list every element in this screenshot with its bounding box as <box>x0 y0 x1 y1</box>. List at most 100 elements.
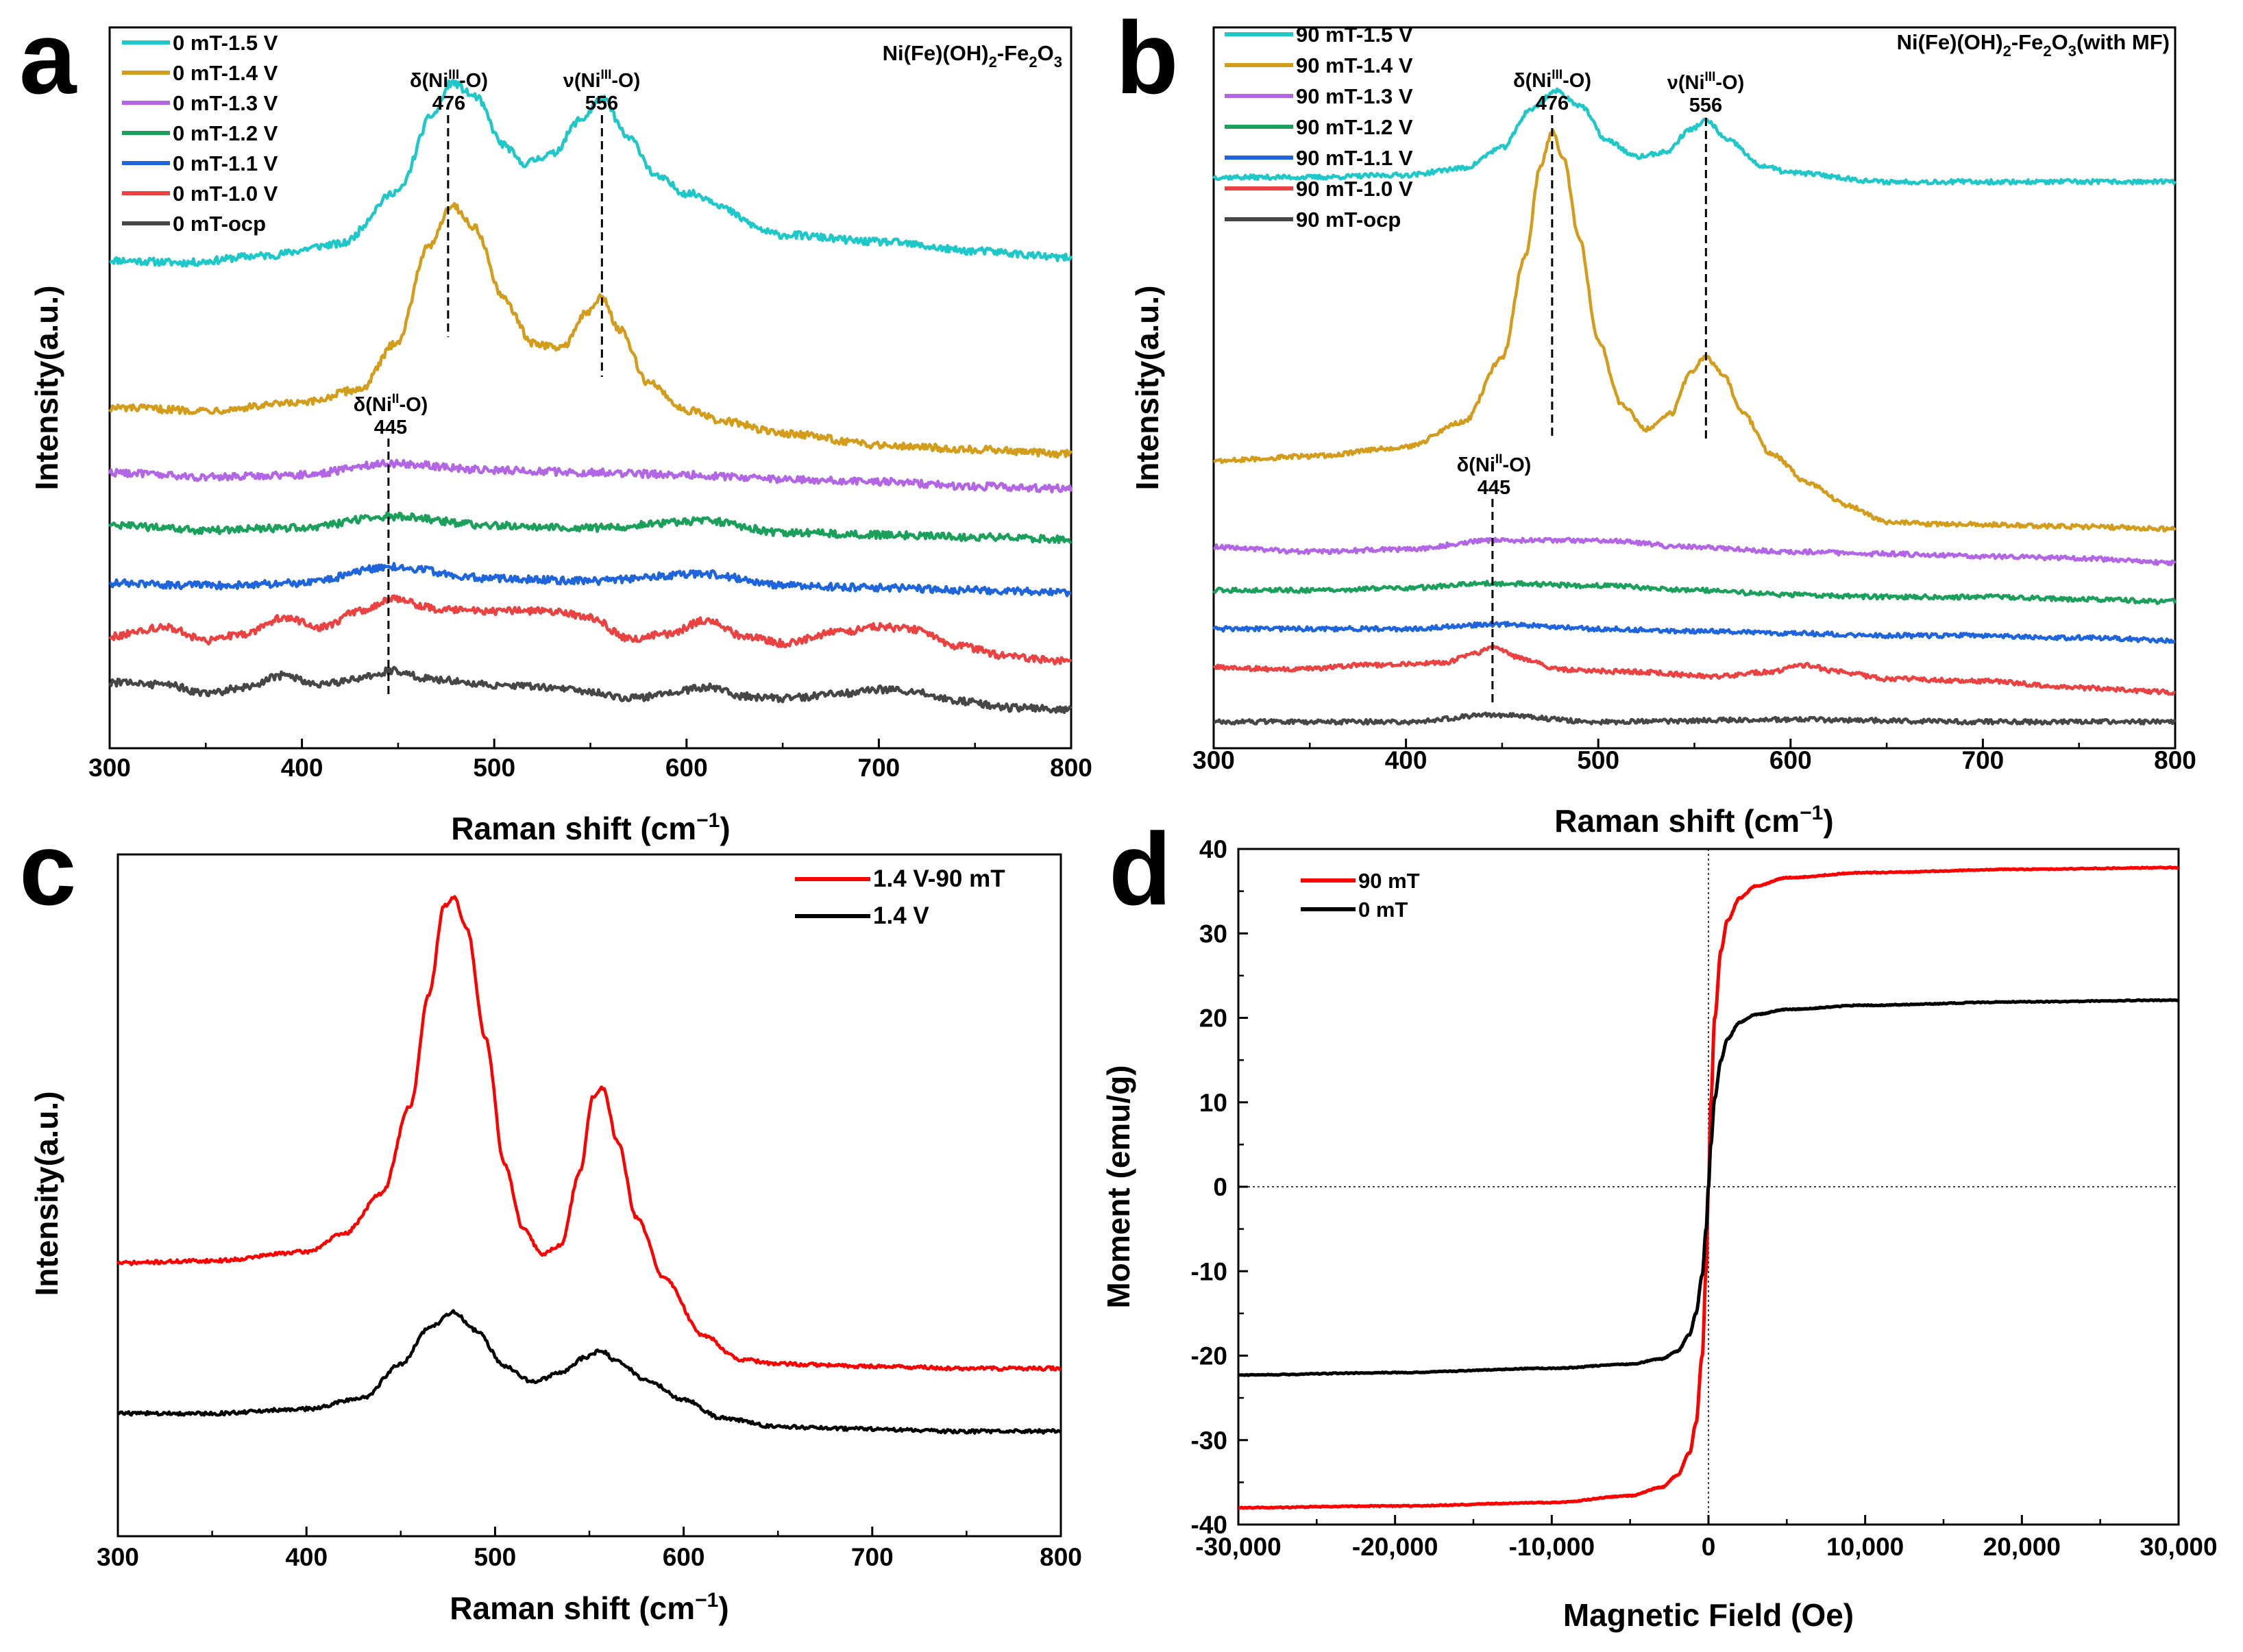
series-line-90-mt-1.0-v <box>1212 644 2176 696</box>
panel-b-peak-lines <box>1491 115 1707 706</box>
panel-a-legend: 0 mT-1.5 V 0 mT-1.4 V 0 mT-1.3 V 0 mT-1.2 V… <box>122 31 278 236</box>
panel-b: b 300 400 500 600 700 800 Raman shift (cm−1) … <box>1116 0 2196 839</box>
legend-label: 0 mT-1.3 V <box>173 91 278 115</box>
panel-a-annotation-445: δ(NiII-O) 445 <box>354 392 428 439</box>
x-tick-label: 500 <box>1577 746 1619 774</box>
series-line-90-mt-1.1-v <box>1212 621 2176 644</box>
x-tick-label: 300 <box>88 754 131 782</box>
legend-label: 90 mT-1.2 V <box>1296 115 1413 139</box>
panel-a-peak-lines <box>387 115 603 699</box>
x-tick-label: 300 <box>97 1543 139 1571</box>
x-tick-label: -10,000 <box>1509 1533 1595 1561</box>
y-tick-label: 10 <box>1199 1089 1227 1117</box>
panel-b-legend: 90 mT-1.5 V 90 mT-1.4 V 90 mT-1.3 V 90 mT-1… <box>1225 23 1413 232</box>
series-line-90-mt-1.4-v <box>1213 129 2177 533</box>
series-line-90-mt-1.3-v <box>1213 537 2177 567</box>
x-tick-label: 800 <box>1040 1543 1082 1571</box>
panel-d-y-axis-title: Moment (emu/g) <box>1101 1065 1136 1308</box>
x-tick-label: 600 <box>665 754 708 782</box>
panel-b-x-axis-title: Raman shift (cm−1) <box>1554 802 1833 839</box>
panel-b-annotation-445: δ(NiII-O) 445 <box>1457 452 1532 499</box>
panel-a-x-ticks: 300 400 500 600 700 800 <box>88 739 1092 782</box>
panel-a-x-axis-title: Raman shift (cm−1) <box>451 809 730 846</box>
y-tick-label: 20 <box>1199 1004 1227 1033</box>
panel-b-series <box>1212 87 2177 726</box>
legend-label: 90 mT-ocp <box>1296 208 1401 232</box>
series-line-90-mt-ocp <box>1213 711 2177 726</box>
x-tick-label: -20,000 <box>1352 1533 1438 1561</box>
panel-a-y-axis-title: Intensity(a.u.) <box>29 285 64 490</box>
panel-a-title: Ni(Fe)(OH)2-Fe2O3 <box>883 41 1062 71</box>
panel-c: c 300 400 500 600 700 800 Raman shift (cm−1) … <box>19 811 1082 1626</box>
y-tick-label: 40 <box>1199 835 1227 863</box>
panel-d-series <box>1238 865 2180 1510</box>
series-line-0-mt-1.4-v <box>108 201 1073 459</box>
svg-text:476: 476 <box>432 93 465 114</box>
legend-label: 0 mT-ocp <box>173 212 266 236</box>
legend-label: 90 mT-1.0 V <box>1296 177 1413 201</box>
series-line-0-mt-1.3-v <box>108 458 1073 494</box>
legend-label: 90 mT-1.4 V <box>1296 53 1413 77</box>
y-tick-label: 0 <box>1213 1173 1227 1201</box>
series-line-90-mt-1.5-v <box>1212 87 2177 186</box>
series-line-1.4-v <box>117 1309 1062 1435</box>
panel-d-x-axis-title: Magnetic Field (Oe) <box>1563 1597 1854 1633</box>
series-line-1.4-v-90-mt <box>117 895 1062 1372</box>
legend-label: 0 mT-1.4 V <box>173 61 278 85</box>
x-tick-label: 700 <box>858 754 900 782</box>
panel-letter-b: b <box>1116 0 1179 115</box>
x-tick-label: 30,000 <box>2140 1533 2217 1561</box>
x-tick-label: 600 <box>1769 746 1812 774</box>
x-tick-label: 600 <box>663 1543 705 1571</box>
y-tick-label: -30 <box>1191 1427 1227 1455</box>
x-tick-label: 800 <box>1050 754 1092 782</box>
y-tick-label: 30 <box>1199 920 1227 948</box>
series-line-0-mt-1.0-v <box>108 594 1073 666</box>
panel-c-x-ticks: 300 400 500 600 700 800 <box>97 1527 1082 1571</box>
legend-label: 1.4 V <box>873 902 929 929</box>
panel-a-plot-area <box>108 26 1073 750</box>
svg-text:ν(NiIII-O): ν(NiIII-O) <box>563 68 641 92</box>
y-tick-label: -20 <box>1191 1342 1227 1370</box>
legend-label: 0 mT-1.2 V <box>173 121 278 145</box>
panel-d-y-ticks: -40 -30 -20 -10 0 10 20 30 40 <box>1191 835 1248 1539</box>
x-tick-label: 20,000 <box>1983 1533 2061 1561</box>
x-tick-label: 400 <box>281 754 323 782</box>
svg-text:556: 556 <box>1689 95 1722 116</box>
x-tick-label: 800 <box>2154 746 2196 774</box>
svg-text:476: 476 <box>1536 93 1569 114</box>
svg-text:445: 445 <box>374 417 407 439</box>
panel-a: a 300 400 500 600 700 800 Raman shift (cm−1) … <box>19 0 1092 846</box>
svg-text:δ(NiII-O): δ(NiII-O) <box>1457 452 1532 476</box>
legend-label: 90 mT <box>1358 869 1420 893</box>
x-tick-label: 300 <box>1192 746 1235 774</box>
panel-letter-d: d <box>1109 811 1172 926</box>
panel-b-annotation-556: ν(NiIII-O) 556 <box>1667 70 1745 116</box>
legend-label: 0 mT-1.0 V <box>173 182 278 206</box>
x-tick-label: 0 <box>1702 1533 1716 1561</box>
y-tick-label: -10 <box>1191 1257 1227 1285</box>
y-tick-label: -40 <box>1191 1511 1227 1539</box>
svg-text:δ(NiIII-O): δ(NiIII-O) <box>410 68 488 92</box>
x-tick-label: 400 <box>1385 746 1427 774</box>
x-tick-label: -30,000 <box>1195 1533 1282 1561</box>
series-line-0-mt-1.5-v <box>109 79 1073 268</box>
panel-a-series <box>108 79 1073 715</box>
svg-text:556: 556 <box>585 93 618 114</box>
x-tick-label: 700 <box>1962 746 2005 774</box>
svg-text:δ(NiIII-O): δ(NiIII-O) <box>1513 68 1591 92</box>
legend-label: 1.4 V-90 mT <box>873 865 1005 892</box>
panel-c-y-axis-title: Intensity(a.u.) <box>29 1091 64 1296</box>
legend-label: 90 mT-1.1 V <box>1296 146 1413 170</box>
panel-a-annotation-476: δ(NiIII-O) 476 <box>410 68 488 114</box>
legend-label: 0 mT-1.1 V <box>173 151 278 175</box>
legend-label: 90 mT-1.5 V <box>1296 23 1413 47</box>
panel-letter-a: a <box>19 0 77 115</box>
x-tick-label: 400 <box>285 1543 328 1571</box>
panel-b-title: Ni(Fe)(OH)2-Fe2O3(with MF) <box>1897 30 2170 60</box>
panel-d-x-ticks: -30,000 -20,000 -10,000 0 10,000 20,000 30,000 <box>1195 1515 2218 1561</box>
x-tick-label: 500 <box>473 754 515 782</box>
panel-b-annotation-476: δ(NiIII-O) 476 <box>1513 68 1591 114</box>
series-line-0-mt-ocp <box>108 665 1073 715</box>
